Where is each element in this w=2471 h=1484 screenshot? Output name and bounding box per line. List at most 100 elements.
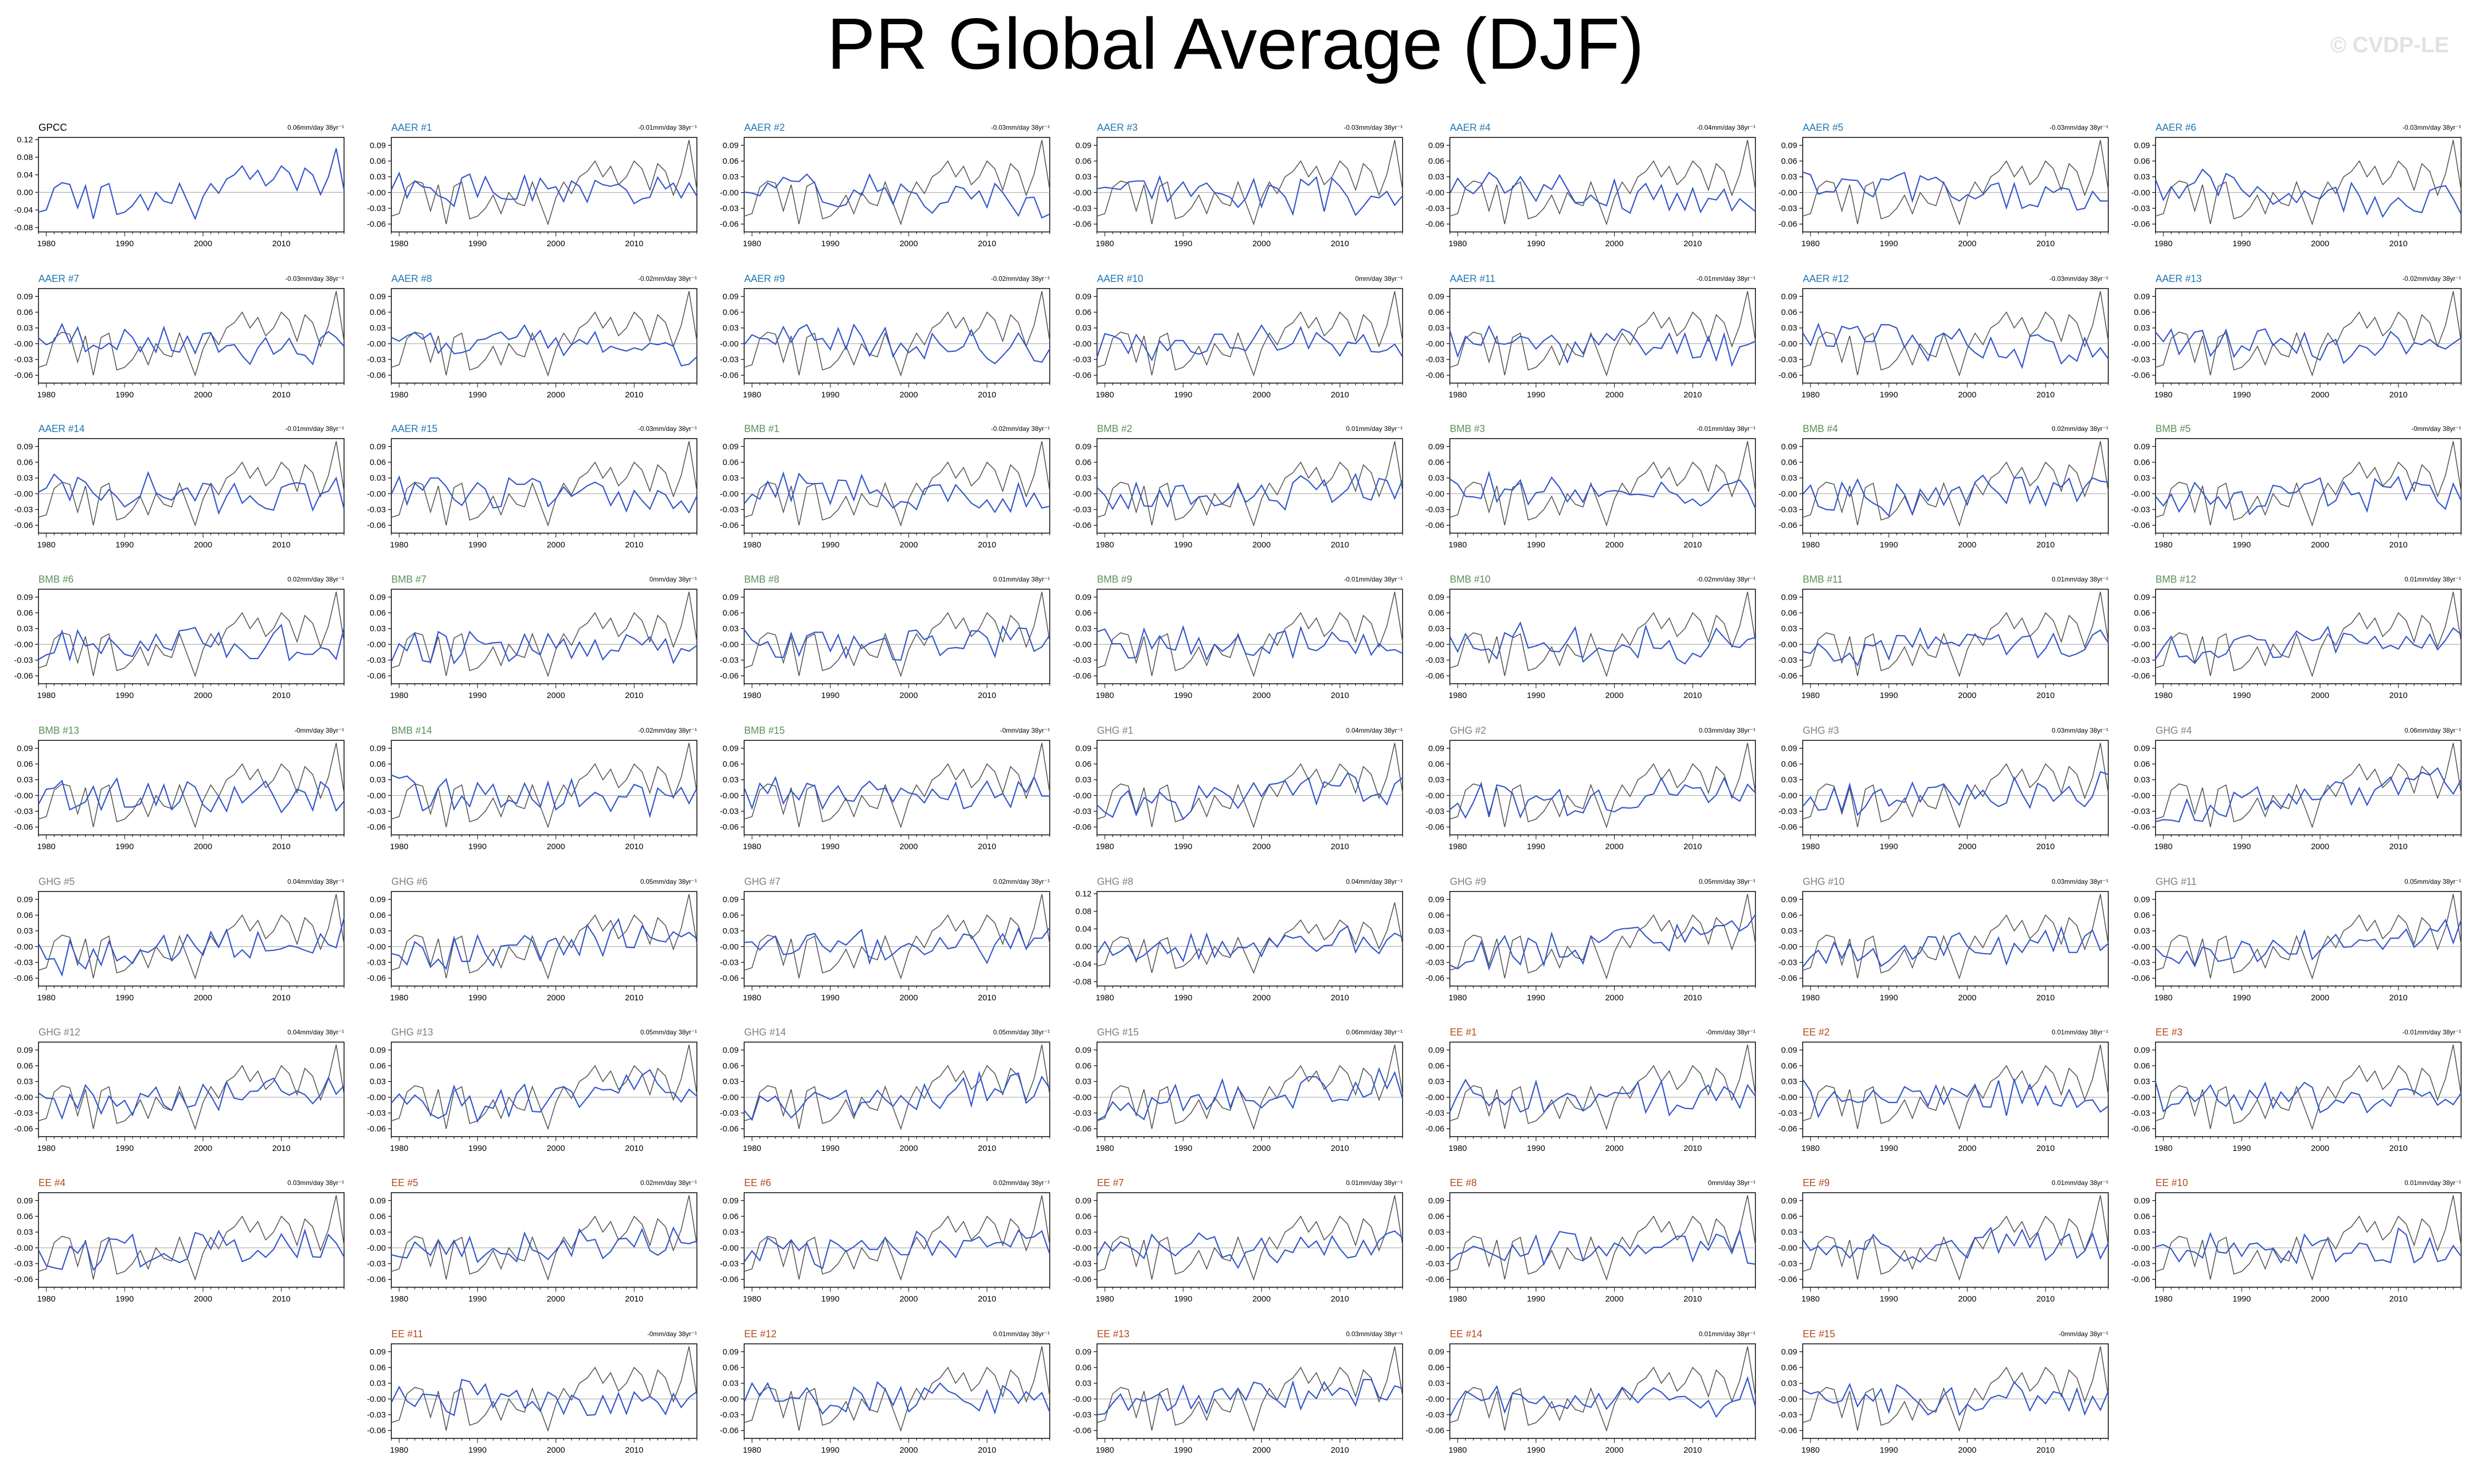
member-line — [38, 917, 345, 977]
panel-title: EE #4 — [38, 1177, 65, 1188]
member-line — [1802, 627, 2109, 667]
x-tick-label: 2010 — [1683, 239, 1702, 248]
y-tick-label: 0.03 — [370, 776, 386, 785]
x-tick-label: 2000 — [547, 1294, 565, 1304]
x-tick-label: 1980 — [1449, 993, 1467, 1003]
y-tick-label: -0.06 — [720, 974, 739, 983]
y-tick-label: 0.09 — [1781, 895, 1797, 904]
y-tick-label: 0.06 — [2134, 608, 2150, 618]
panel-ee-6: 0.09 0.06 0.03 -0.00 -0.03 -0.06 1980 1990 2000 2… — [720, 1177, 1051, 1304]
member-line — [743, 776, 1050, 810]
y-tick-label: -0.06 — [1073, 1125, 1092, 1134]
y-tick-label: -0.00 — [1779, 942, 1797, 951]
y-tick-label: -0.06 — [1426, 1426, 1444, 1436]
x-tick-label: 2010 — [2036, 390, 2054, 400]
observed-line — [391, 291, 697, 377]
y-tick-label: -0.03 — [1073, 355, 1092, 364]
x-tick-label: 1990 — [821, 1294, 839, 1304]
y-tick-label: 0.09 — [1428, 1045, 1444, 1055]
y-tick-label: -0.00 — [1779, 188, 1797, 197]
x-tick-label: 2010 — [2036, 691, 2054, 700]
y-tick-label: 0.06 — [1781, 458, 1797, 467]
y-tick-label: 0.06 — [17, 911, 33, 920]
y-tick-label: 0.03 — [1781, 927, 1797, 936]
member-line — [1802, 926, 2109, 968]
y-tick-label: -0.00 — [2131, 188, 2150, 197]
x-tick-label: 2000 — [547, 1144, 565, 1153]
observed-line — [2155, 291, 2462, 377]
panel-trend: 0.04mm/day 38yr⁻¹ — [1346, 878, 1403, 885]
panel-aaer-1: 0.09 0.06 0.03 -0.00 -0.03 -0.06 1980 1990 2000 2… — [367, 122, 697, 248]
panel-title: GHG #2 — [1450, 725, 1486, 736]
y-tick-label: 0.03 — [1428, 1077, 1444, 1087]
panel-title: BMB #9 — [1097, 574, 1132, 585]
y-tick-label: -0.00 — [14, 1243, 33, 1253]
x-tick-label: 2000 — [2311, 993, 2329, 1003]
x-tick-label: 2010 — [1331, 842, 1349, 851]
y-tick-label: -0.00 — [14, 942, 33, 951]
panel-aaer-10: 0.09 0.06 0.03 -0.00 -0.03 -0.06 1980 1990 2000 2… — [1073, 273, 1403, 400]
x-tick-label: 2010 — [978, 390, 996, 400]
panel-title: EE #10 — [2156, 1177, 2188, 1188]
y-tick-label: -0.06 — [1426, 672, 1444, 681]
panel-trend: 0.03mm/day 38yr⁻¹ — [1346, 1330, 1403, 1338]
y-tick-label: 0.09 — [1076, 442, 1092, 451]
y-tick-label: -0.00 — [1779, 1243, 1797, 1253]
y-tick-label: 0.06 — [2134, 308, 2150, 317]
y-tick-label: 0.03 — [1781, 173, 1797, 182]
y-tick-label: 0.06 — [2134, 1061, 2150, 1071]
x-tick-label: 1980 — [390, 390, 408, 400]
y-tick-label: 0.06 — [2134, 760, 2150, 769]
x-tick-label: 1990 — [1880, 691, 1898, 700]
x-tick-label: 2010 — [1683, 540, 1702, 550]
member-line — [2155, 475, 2462, 516]
observed-line — [744, 441, 1050, 527]
x-tick-label: 1990 — [821, 691, 839, 700]
y-tick-label: 0.06 — [723, 760, 739, 769]
panel-title: AAER #7 — [38, 273, 79, 284]
x-tick-label: 2000 — [194, 540, 212, 550]
x-tick-label: 2000 — [1605, 691, 1624, 700]
plot-frame — [744, 137, 1050, 232]
panel-ee-1: 0.09 0.06 0.03 -0.00 -0.03 -0.06 1980 1990 2000 2… — [1426, 1027, 1756, 1153]
observed-line — [38, 591, 345, 678]
x-tick-label: 1980 — [1096, 842, 1114, 851]
y-tick-label: -0.03 — [2131, 807, 2150, 816]
y-tick-label: 0.03 — [723, 173, 739, 182]
y-tick-label: -0.00 — [1426, 1093, 1444, 1102]
y-tick-label: -0.03 — [1426, 807, 1444, 816]
plot-frame — [1096, 137, 1403, 232]
y-tick-label: 0.03 — [723, 1228, 739, 1237]
y-tick-label: -0.03 — [2131, 958, 2150, 967]
y-tick-label: 0.03 — [17, 324, 33, 333]
y-tick-label: 0.03 — [370, 474, 386, 483]
observed-line — [1096, 743, 1403, 829]
member-line — [2154, 1081, 2462, 1114]
plot-frame — [2155, 740, 2462, 835]
y-tick-label: 0.06 — [723, 458, 739, 467]
plot-frame — [2155, 137, 2462, 232]
panel-ee-4: 0.09 0.06 0.03 -0.00 -0.03 -0.06 1980 1990 2000 2… — [14, 1177, 345, 1304]
y-tick-label: -0.06 — [1426, 823, 1444, 832]
panel-title: BMB #5 — [2156, 423, 2191, 434]
y-tick-label: 0.06 — [1781, 608, 1797, 618]
y-tick-label: 0.09 — [1781, 141, 1797, 150]
panel-title: GHG #13 — [391, 1027, 433, 1038]
y-tick-label: -0.06 — [14, 1275, 33, 1284]
x-tick-label: 1980 — [1449, 390, 1467, 400]
x-tick-label: 2000 — [1253, 1446, 1271, 1455]
y-tick-label: 0.06 — [370, 1212, 386, 1221]
x-tick-label: 1980 — [37, 540, 56, 550]
panel-title: GHG #11 — [2156, 876, 2197, 887]
member-line — [1096, 175, 1403, 217]
panel-bmb-15: 0.09 0.06 0.03 -0.00 -0.03 -0.06 1980 1990 2000 2… — [720, 725, 1050, 851]
x-tick-label: 1980 — [743, 1294, 761, 1304]
y-tick-label: -0.00 — [720, 339, 739, 348]
x-tick-label: 1990 — [1527, 842, 1545, 851]
x-tick-label: 2010 — [2036, 1144, 2054, 1153]
y-tick-label: -0.03 — [1426, 1109, 1444, 1118]
panel-title: AAER #3 — [1097, 122, 1138, 133]
panel-title: BMB #10 — [1450, 574, 1491, 585]
panel-ghg-1: 0.09 0.06 0.03 -0.00 -0.03 -0.06 1980 1990 2000 2… — [1073, 725, 1403, 851]
y-tick-label: 0.06 — [1781, 157, 1797, 166]
